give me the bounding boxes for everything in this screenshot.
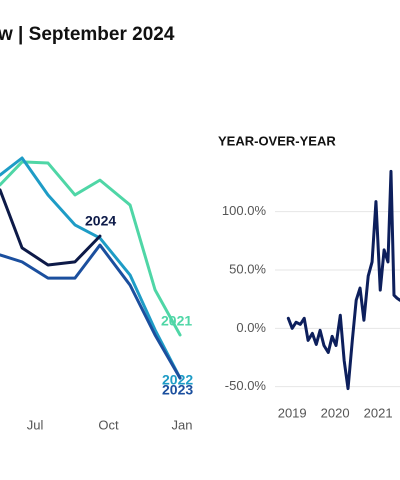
chart-title: YEAR-OVER-YEAR	[218, 133, 336, 148]
x-tick-label: Jan	[172, 417, 193, 432]
x-tick-label: 2021	[364, 405, 393, 420]
series-label: 2021	[161, 313, 192, 329]
y-tick-label: 50.0%	[229, 261, 266, 276]
series-line	[0, 243, 182, 380]
page-title: w | September 2024	[0, 24, 175, 45]
y-tick-label: 100.0%	[222, 203, 267, 218]
series-label: 2022	[162, 372, 193, 388]
y-tick-label: -50.0%	[225, 378, 267, 393]
y-tick-label: 0.0%	[236, 320, 266, 335]
x-tick-label: 2019	[278, 405, 307, 420]
series-label: 2023	[162, 382, 193, 398]
x-tick-label: 2020	[321, 405, 350, 420]
x-tick-label: Jul	[27, 417, 44, 432]
series-label: 2024	[85, 213, 116, 229]
series-line	[286, 169, 400, 391]
series-line	[0, 188, 102, 267]
series-line	[0, 156, 182, 380]
x-tick-label: Oct	[98, 417, 119, 432]
